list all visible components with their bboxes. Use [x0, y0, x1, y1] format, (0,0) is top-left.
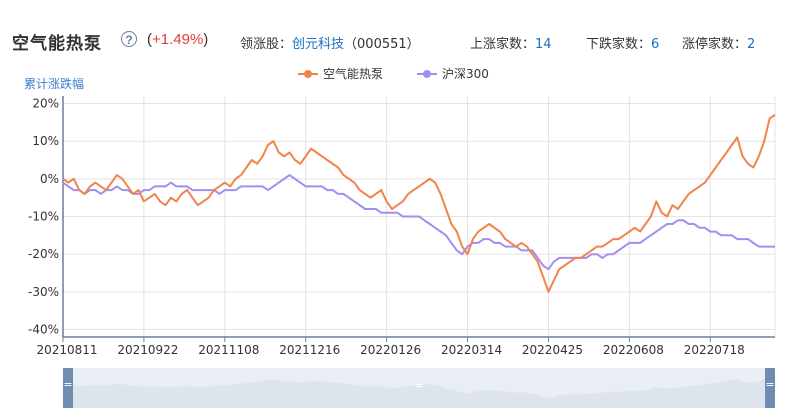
change-close-paren: ) [203, 31, 209, 48]
x-tick-label: 20220718 [684, 343, 745, 357]
leader-stock: 领涨股：创元科技（000551） [240, 33, 420, 52]
y-tick-label: -40% [28, 322, 59, 336]
legend-swatch-marker [423, 70, 431, 78]
limit-up-stat: 涨停家数：2 [682, 33, 755, 52]
limit-count: 2 [747, 37, 756, 52]
navigator-preview-area [63, 376, 775, 408]
x-tick-label: 20220314 [441, 343, 502, 357]
y-axis-title: 累计涨跌幅 [24, 76, 84, 91]
down-count-stat: 下跌家数：6 [586, 33, 659, 52]
series-line-index[interactable] [62, 174, 775, 271]
x-tick-label: 20220608 [603, 343, 664, 357]
y-tick-label: 10% [32, 134, 59, 148]
change-open-paren: ( [147, 31, 152, 48]
series-line-sector[interactable] [62, 113, 776, 293]
up-count: 14 [535, 37, 552, 52]
navigator-left-handle[interactable] [63, 368, 73, 408]
legend-label[interactable]: 沪深300 [442, 67, 489, 81]
help-icon[interactable]: ? [121, 31, 137, 47]
x-tick-label: 20211108 [198, 343, 259, 357]
limit-label: 涨停家数： [682, 37, 748, 52]
legend[interactable]: 空气能热泵 沪深300 [298, 66, 489, 81]
x-tick-label: 20220425 [522, 343, 583, 357]
navigator-center-grip[interactable]: = [414, 379, 423, 392]
navigator-right-handle[interactable] [765, 368, 775, 408]
series-lines [62, 113, 776, 293]
up-label: 上涨家数： [470, 37, 536, 52]
navigator-left-grip: = [63, 378, 72, 391]
y-tick-label: 20% [32, 97, 59, 111]
sector-change: (+1.49%) [147, 31, 208, 48]
range-navigator[interactable]: = = = [63, 368, 775, 408]
x-tick-label: 20220126 [360, 343, 421, 357]
navigator-right-grip: = [765, 378, 774, 391]
change-percent: +1.49% [152, 31, 204, 48]
y-tick-label: 0% [40, 172, 59, 186]
x-axis-ticks: 20210811 20210922 20211108 20211216 20220126… [36, 337, 745, 357]
down-label: 下跌家数： [586, 37, 652, 52]
legend-label[interactable]: 空气能热泵 [323, 66, 383, 81]
y-axis-ticks: 20% 10% 0% -10% -20% -30% -40% [28, 97, 59, 337]
sector-header: 空气能热泵 ? (+1.49%) 领涨股：创元科技（000551） 上涨家数：1… [0, 0, 791, 54]
x-tick-label: 20210811 [36, 343, 97, 357]
leader-label: 领涨股： [240, 37, 293, 52]
y-tick-label: -20% [28, 247, 59, 261]
x-tick-label: 20211216 [279, 343, 340, 357]
up-count-stat: 上涨家数：14 [470, 33, 552, 52]
leader-code: （000551） [344, 37, 420, 52]
y-tick-label: -10% [28, 210, 59, 224]
legend-swatch-marker [304, 70, 312, 78]
sector-title: 空气能热泵 [12, 34, 102, 54]
leader-stock-link[interactable]: 创元科技 [292, 37, 345, 52]
down-count: 6 [651, 37, 660, 52]
y-tick-label: -30% [28, 285, 59, 299]
x-tick-label: 20210922 [117, 343, 178, 357]
